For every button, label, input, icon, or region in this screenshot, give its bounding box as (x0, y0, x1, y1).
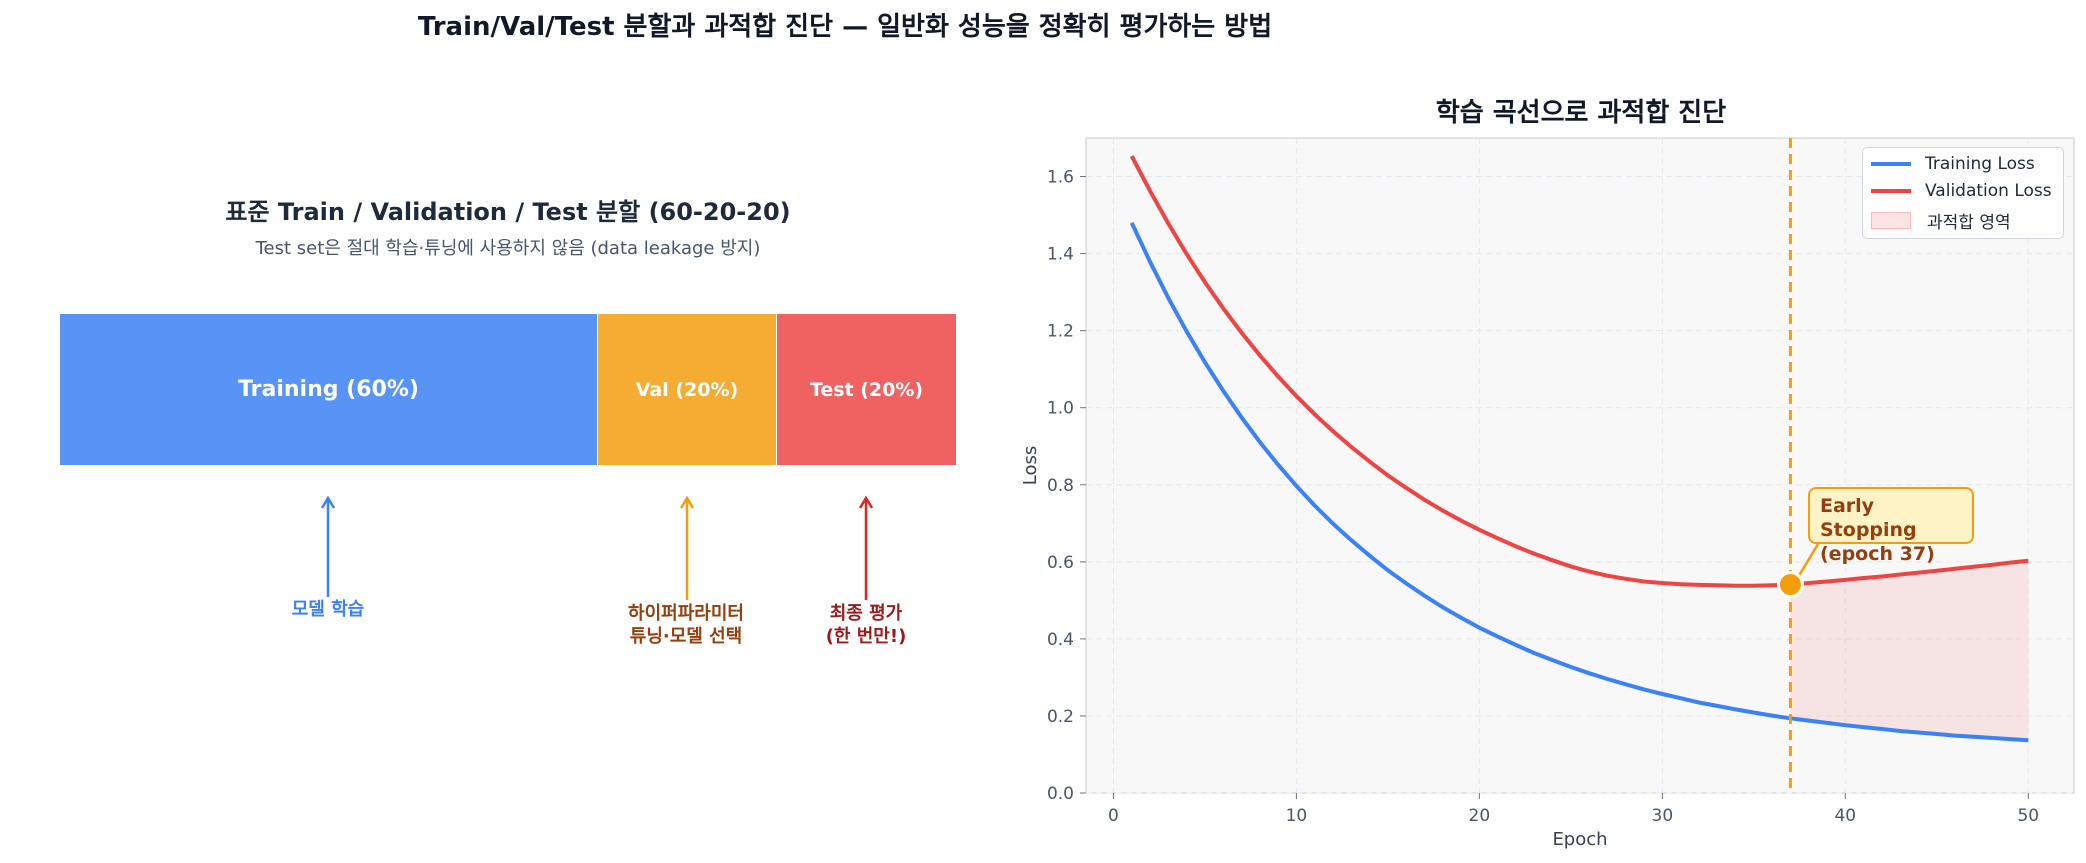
y-tick-label: 1.6 (1047, 168, 1074, 188)
y-tick-label: 1.4 (1047, 245, 1074, 265)
split-panel-subtitle: Test set은 절대 학습·튜닝에 사용하지 않음 (data leakag… (255, 238, 761, 259)
validation-description-line1: 하이퍼파라미터 (628, 603, 744, 624)
x-axis-label: Epoch (1552, 829, 1607, 850)
training-segment: Training (60%) (60, 314, 597, 465)
early-stopping-marker (1776, 571, 1804, 599)
axis-ticks: 0 10 20 30 40 50 0.0 0.2 0.4 0.6 0.8 1.0 1.2 1.4 1.6 (1047, 168, 2039, 826)
test-arrow (858, 495, 874, 600)
early-stopping-annotation-line1: Early Stopping (1820, 495, 1917, 541)
x-tick-label: 40 (1834, 806, 1856, 826)
training-arrow (320, 495, 336, 597)
y-tick-label: 0.2 (1047, 707, 1074, 727)
test-description-line1: 최종 평가 (829, 603, 903, 624)
legend-item-training: Training Loss (1871, 154, 2035, 174)
validation-description-line2: 튜닝·모델 선택 (629, 626, 743, 647)
x-tick-label: 20 (1469, 806, 1491, 826)
split-panel-title: 표준 Train / Validation / Test 분할 (60-20-2… (225, 198, 791, 226)
y-tick-label: 0.6 (1047, 553, 1074, 573)
validation-segment: Val (20%) (598, 314, 776, 465)
y-axis-label: Loss (1020, 446, 1041, 485)
chart-title: 학습 곡선으로 과적합 진단 (1435, 98, 1727, 128)
y-tick-label: 0.0 (1047, 784, 1074, 804)
legend-swatch-validation (1871, 189, 1911, 193)
x-tick-label: 50 (2017, 806, 2039, 826)
legend-swatch-overfit (1871, 212, 1911, 229)
y-tick-label: 0.8 (1047, 476, 1074, 496)
chart-legend: Training Loss Validation Loss 과적합 영역 (1862, 147, 2064, 239)
y-tick-label: 0.4 (1047, 630, 1074, 650)
grid (1086, 138, 2074, 794)
training-segment-label: Training (60%) (238, 377, 419, 402)
test-description-line2: (한 번만!) (825, 626, 907, 647)
test-segment: Test (20%) (777, 314, 956, 465)
x-tick-label: 30 (1652, 806, 1674, 826)
training-loss-line (1129, 221, 2029, 743)
validation-loss-line (1129, 155, 2029, 588)
x-tick-label: 0 (1108, 806, 1119, 826)
early-stopping-annotation: Early Stopping (epoch 37) (1808, 487, 1974, 565)
x-tick-label: 10 (1286, 806, 1308, 826)
overfit-region (1790, 560, 2029, 741)
y-tick-label: 1.0 (1047, 399, 1074, 419)
legend-label-overfit: 과적합 영역 (1927, 213, 2011, 233)
legend-swatch-training (1871, 162, 1911, 166)
legend-label-validation: Validation Loss (1925, 181, 2052, 201)
legend-label-training: Training Loss (1925, 154, 2035, 174)
test-segment-label: Test (20%) (809, 378, 924, 401)
description-arrows (320, 495, 874, 600)
training-description: 모델 학습 (291, 599, 365, 620)
early-stopping-annotation-line2: (epoch 37) (1820, 543, 1935, 565)
split-panel: 표준 Train / Validation / Test 분할 (60-20-2… (0, 0, 1000, 863)
plot-area (1085, 137, 2075, 794)
validation-arrow (679, 495, 695, 600)
validation-segment-label: Val (20%) (635, 378, 739, 401)
legend-item-validation: Validation Loss (1871, 181, 2052, 201)
test-description: 최종 평가 (한 번만!) (766, 602, 966, 648)
main-title: Train/Val/Test 분할과 과적합 진단 — 일반화 성능을 정확히 … (417, 12, 1273, 42)
y-tick-label: 1.2 (1047, 322, 1074, 342)
validation-description: 하이퍼파라미터 튜닝·모델 선택 (586, 602, 786, 648)
legend-item-overfit: 과적합 영역 (1871, 208, 2011, 233)
early-stopping-pointer (1797, 543, 1820, 578)
